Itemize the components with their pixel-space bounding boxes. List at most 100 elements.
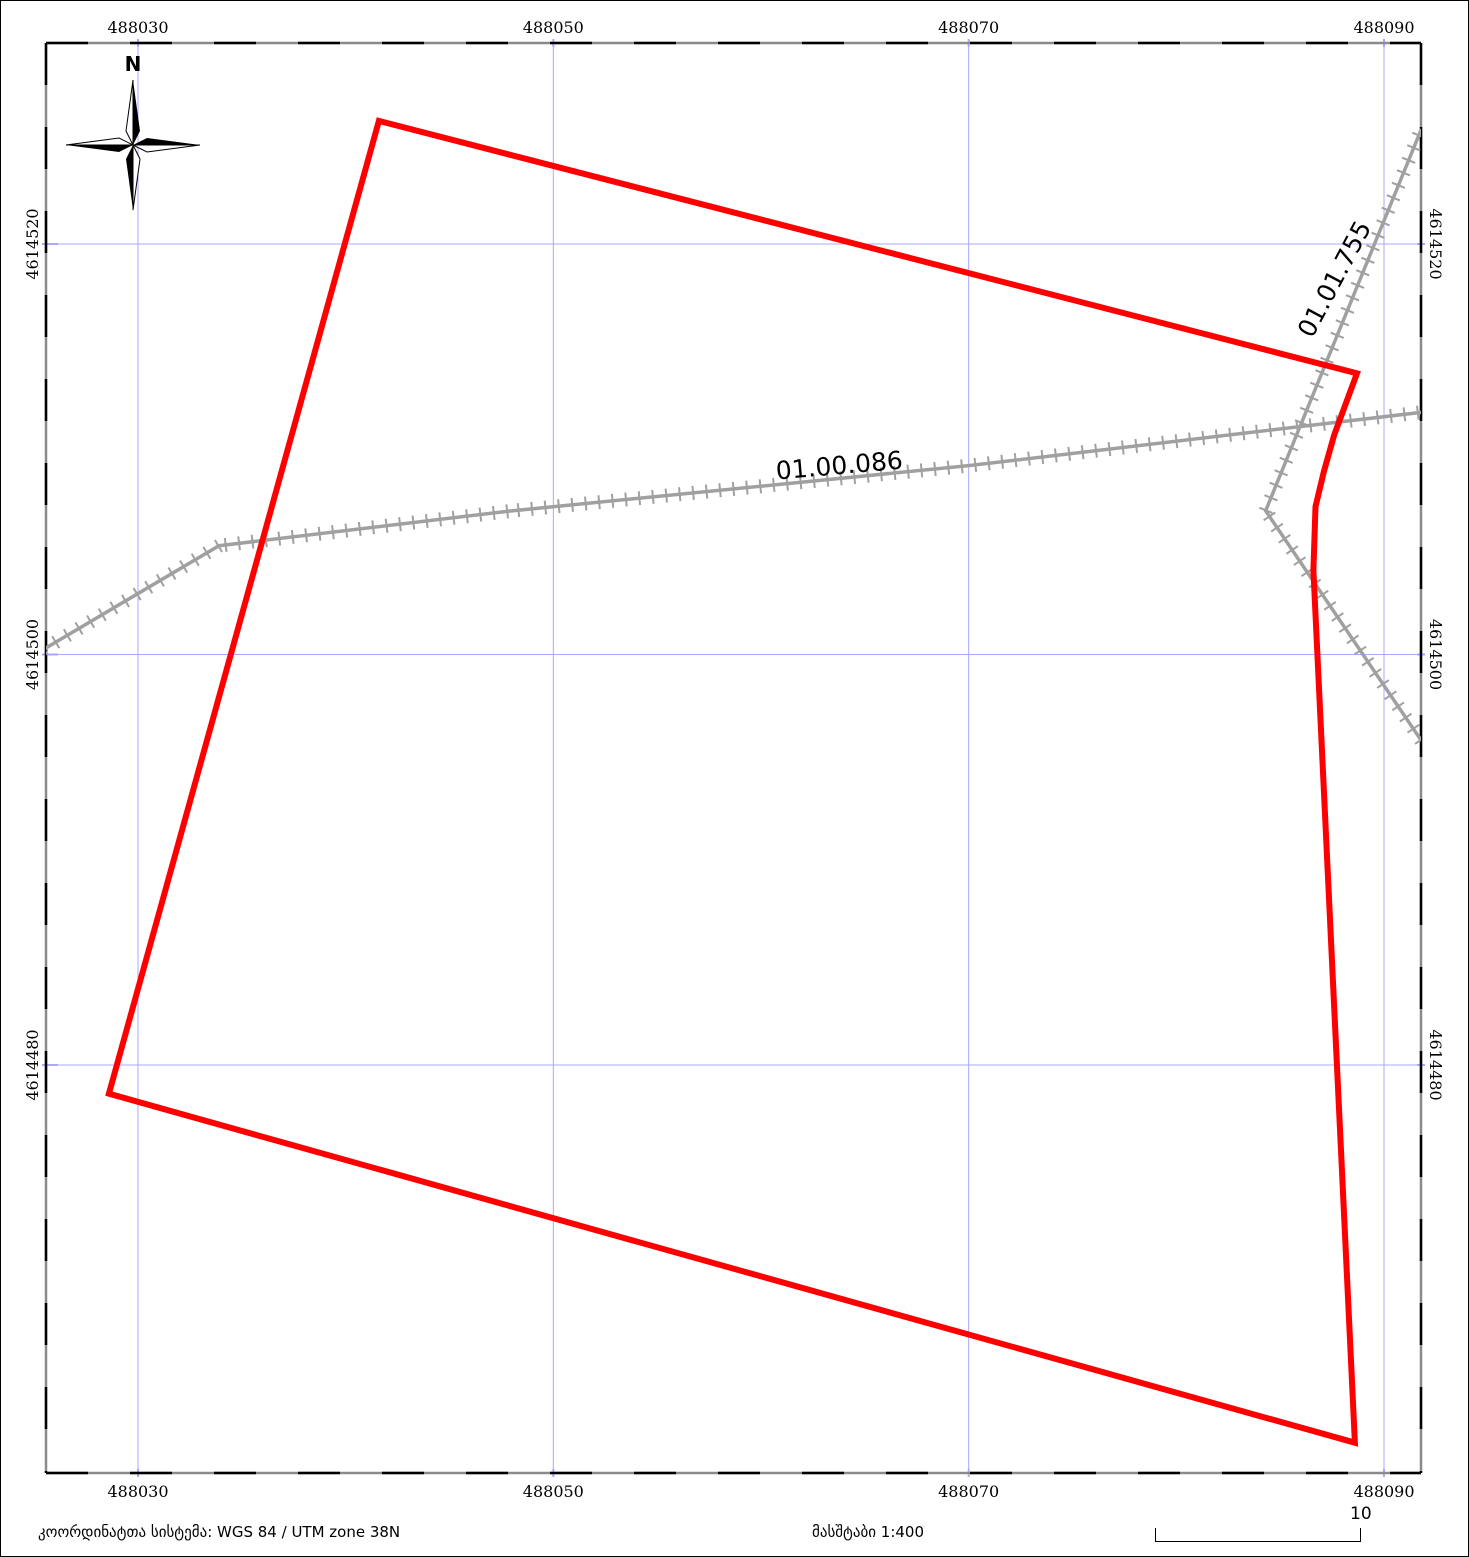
railway-tie <box>718 483 722 498</box>
railway-tie <box>1269 481 1283 489</box>
railway-tie <box>411 515 416 530</box>
railway-tie <box>812 473 816 489</box>
coordinate-grid <box>42 39 1425 1477</box>
railway-tie <box>1386 194 1401 202</box>
railway-tie <box>144 580 154 594</box>
railway-tie <box>1415 405 1420 420</box>
railway-tie <box>1391 181 1406 189</box>
railway-tie <box>1294 419 1309 427</box>
railway-tie <box>62 628 72 642</box>
railway-tie <box>1401 156 1416 164</box>
railway-tie <box>570 497 574 512</box>
railway-tie <box>1360 256 1375 264</box>
railway-tie <box>1255 424 1259 439</box>
railway-tie <box>331 525 335 540</box>
railway-tie <box>852 469 857 485</box>
railway-tie <box>1346 634 1360 645</box>
y-tick-label-left: 4614520 <box>23 208 42 279</box>
map-background <box>46 43 1421 1473</box>
railway-tie <box>371 520 375 535</box>
railway-tie <box>223 537 228 552</box>
x-tick-label-top: 488090 <box>1353 18 1414 37</box>
railway-tie <box>1067 446 1072 461</box>
railway-tie <box>109 601 119 615</box>
railway-tie <box>1263 511 1276 522</box>
x-tick-label-top: 488030 <box>107 18 168 37</box>
railway-tie <box>1411 131 1421 138</box>
railway-tie <box>1406 724 1420 734</box>
railway-tie <box>1348 413 1353 428</box>
railway-tie <box>731 481 736 496</box>
railway-tie <box>1201 430 1206 446</box>
railway-tie <box>1264 494 1278 502</box>
railway-tie <box>51 635 61 649</box>
railway-tie <box>557 499 561 514</box>
railway-tie <box>438 512 442 527</box>
railway-tie <box>1013 453 1018 468</box>
railway-tie <box>121 594 130 608</box>
railway-tie <box>1161 435 1165 450</box>
railway-tie <box>919 463 924 478</box>
y-tick-label-left: 4614480 <box>23 1029 42 1100</box>
railway-tie <box>304 528 308 543</box>
railway-tie <box>1402 407 1407 422</box>
railway-tie <box>1366 244 1380 252</box>
railway-tie <box>691 485 695 500</box>
railway-tie <box>1362 411 1366 427</box>
railway-tie <box>451 510 456 525</box>
railway-tie <box>214 539 223 553</box>
railway-line <box>46 410 1421 650</box>
railway-tie <box>317 526 322 541</box>
railway-tie <box>179 560 189 574</box>
railway-tie <box>664 488 668 503</box>
railway-tie <box>543 500 548 515</box>
railway-tie <box>1270 522 1284 533</box>
railway-tie <box>825 472 830 487</box>
railway-tie <box>1399 712 1413 723</box>
railway-tie <box>1274 469 1289 477</box>
x-tick-label-bottom: 488090 <box>1353 1482 1414 1501</box>
railway-tie <box>893 465 897 481</box>
railway-tie <box>250 534 255 549</box>
railway-tie <box>290 529 295 545</box>
railway-tie <box>277 531 282 546</box>
railway-tie <box>1174 434 1179 449</box>
railway-tie <box>237 536 241 551</box>
railway-tie <box>1335 319 1350 327</box>
railway-tie <box>155 573 165 587</box>
railway-tie <box>465 509 469 524</box>
railway-tie <box>597 495 601 510</box>
railway-tie <box>398 517 402 532</box>
y-tick-label-right: 4614480 <box>1426 1029 1445 1100</box>
railway-tie <box>167 566 177 581</box>
railway-tie <box>1340 306 1355 314</box>
railway-tie <box>1299 406 1314 414</box>
railway-tie <box>46 650 49 656</box>
railway-tie <box>1268 423 1273 438</box>
x-tick-label-top: 488050 <box>523 18 584 37</box>
railway-tie <box>424 513 429 529</box>
railway-tie <box>478 507 483 522</box>
railway-tie <box>1350 281 1365 289</box>
railway-tie <box>1315 369 1329 377</box>
railway-tie <box>86 615 96 629</box>
north-arrow: N <box>65 52 201 211</box>
railway-tie <box>1323 601 1337 611</box>
coordinate-system-label: კოორდინატთა სისტემა: WGS 84 / UTM zone 3… <box>38 1523 401 1541</box>
railway-tie <box>1285 545 1299 555</box>
railway-tie <box>1214 429 1219 444</box>
railway-tie <box>1284 444 1299 452</box>
railway-tie <box>745 480 749 495</box>
railway-tie <box>879 467 883 482</box>
railway-tie <box>1322 416 1326 431</box>
railway-tie <box>1375 410 1380 425</box>
railway-tie <box>202 546 212 560</box>
scale-label: მასშტაბი 1:400 <box>812 1523 925 1541</box>
railway-tie <box>516 503 521 518</box>
y-tick-label-left: 4614500 <box>23 619 42 690</box>
y-tick-label-right: 4614500 <box>1426 619 1445 690</box>
railway-tie <box>1134 438 1139 453</box>
y-tick-label-right: 4614520 <box>1426 208 1445 279</box>
railway-tie <box>1376 219 1390 227</box>
railway-tie <box>584 496 588 511</box>
